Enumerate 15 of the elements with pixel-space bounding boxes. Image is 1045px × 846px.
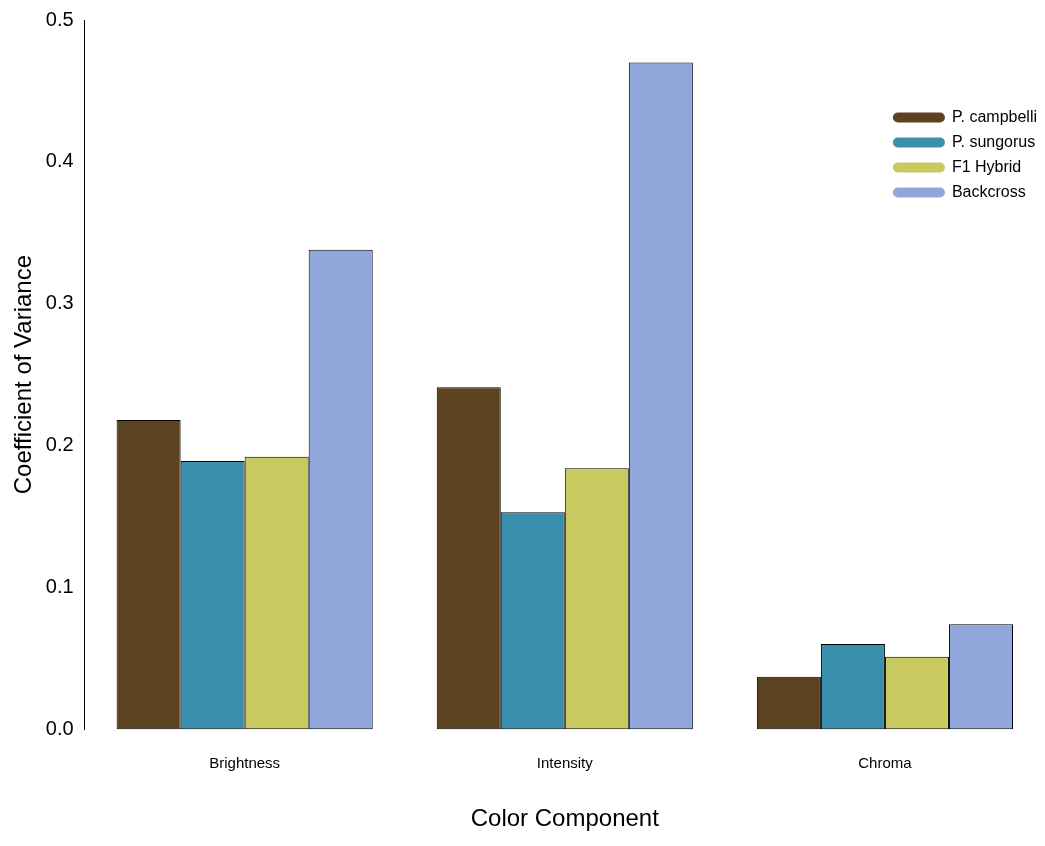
y-tick-label: 0.5 [45, 7, 74, 30]
x-tick-label: Intensity [536, 754, 594, 772]
legend-label: Backcross [951, 182, 1026, 200]
legend-label: P. campbelli [951, 107, 1038, 125]
legend-label: F1 Hybrid [951, 157, 1022, 175]
y-axis-title: Coefficient of Variance [9, 254, 37, 495]
y-tick-label: 0.0 [45, 716, 74, 739]
y-tick-label: 0.2 [45, 433, 74, 456]
y-tick-label: 0.3 [45, 291, 74, 314]
legend-label: P. sungorus [951, 132, 1036, 150]
y-tick-label: 0.1 [45, 574, 74, 597]
x-tick-label: Chroma [858, 754, 913, 772]
y-tick-label: 0.4 [45, 149, 74, 172]
x-tick-label: Brightness [209, 754, 281, 772]
x-axis-title: Color Component [470, 804, 660, 832]
